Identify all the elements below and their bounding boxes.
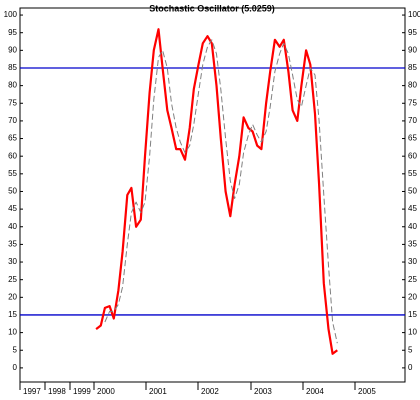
y-tick-label-right: 10 bbox=[408, 328, 417, 337]
y-tick-label: 35 bbox=[8, 240, 17, 249]
x-tick-label: 2001 bbox=[149, 387, 167, 396]
y-tick-label-right: 95 bbox=[408, 28, 417, 37]
y-tick-label: 100 bbox=[4, 10, 18, 19]
x-tick-label: 1997 bbox=[23, 387, 41, 396]
x-tick-label: 2004 bbox=[306, 387, 324, 396]
y-tick-label-right: 70 bbox=[408, 116, 417, 125]
y-tick-label-right: 50 bbox=[408, 187, 417, 196]
y-tick-label-right: 55 bbox=[408, 169, 417, 178]
y-tick-label: 95 bbox=[8, 28, 17, 37]
x-tick-label: 2000 bbox=[97, 387, 115, 396]
y-tick-label: 45 bbox=[8, 204, 17, 213]
y-tick-label-right: 0 bbox=[408, 363, 413, 372]
y-tick-label-right: 35 bbox=[408, 240, 417, 249]
y-tick-label-right: 15 bbox=[408, 310, 417, 319]
y-tick-label: 65 bbox=[8, 134, 17, 143]
x-tick-label: 1999 bbox=[73, 387, 91, 396]
y-tick-label-right: 45 bbox=[408, 204, 417, 213]
y-tick-label-right: 65 bbox=[408, 134, 417, 143]
series-line bbox=[95, 28, 338, 355]
y-tick-label: 60 bbox=[8, 151, 17, 160]
y-tick-label: 50 bbox=[8, 187, 17, 196]
y-tick-label-right: 30 bbox=[408, 257, 417, 266]
chart-title: Stochastic Oscillator (5.0259) bbox=[149, 3, 275, 13]
y-tick-label: 80 bbox=[8, 81, 17, 90]
y-tick-label: 20 bbox=[8, 292, 17, 301]
plot-frame bbox=[19, 7, 406, 383]
y-tick-label-right: 80 bbox=[408, 81, 417, 90]
series-line bbox=[104, 39, 338, 344]
x-tick-label: 2003 bbox=[254, 387, 272, 396]
y-tick-label: 75 bbox=[8, 98, 17, 107]
y-tick-label-right: 90 bbox=[408, 45, 417, 54]
y-tick-label: 70 bbox=[8, 116, 17, 125]
y-tick-label-right: 85 bbox=[408, 63, 417, 72]
y-tick-label: 40 bbox=[8, 222, 17, 231]
x-tick-label: 1998 bbox=[48, 387, 66, 396]
y-tick-label: 5 bbox=[13, 345, 18, 354]
y-tick-label-right: 5 bbox=[408, 345, 413, 354]
y-tick-label: 90 bbox=[8, 45, 17, 54]
y-tick-label-right: 60 bbox=[408, 151, 417, 160]
y-tick-label: 55 bbox=[8, 169, 17, 178]
y-tick-label-right: 20 bbox=[408, 292, 417, 301]
y-tick-label-right: 40 bbox=[408, 222, 417, 231]
y-tick-label-right: 25 bbox=[408, 275, 417, 284]
y-tick-label-right: 75 bbox=[408, 98, 417, 107]
y-tick-label: 85 bbox=[8, 63, 17, 72]
y-tick-label-right: 100 bbox=[408, 10, 420, 19]
y-tick-label: 10 bbox=[8, 328, 17, 337]
y-tick-label: 15 bbox=[8, 310, 17, 319]
y-tick-label: 0 bbox=[13, 363, 18, 372]
y-tick-label: 25 bbox=[8, 275, 17, 284]
x-tick-label: 2005 bbox=[358, 387, 376, 396]
y-tick-label: 30 bbox=[8, 257, 17, 266]
x-tick-label: 2002 bbox=[201, 387, 219, 396]
